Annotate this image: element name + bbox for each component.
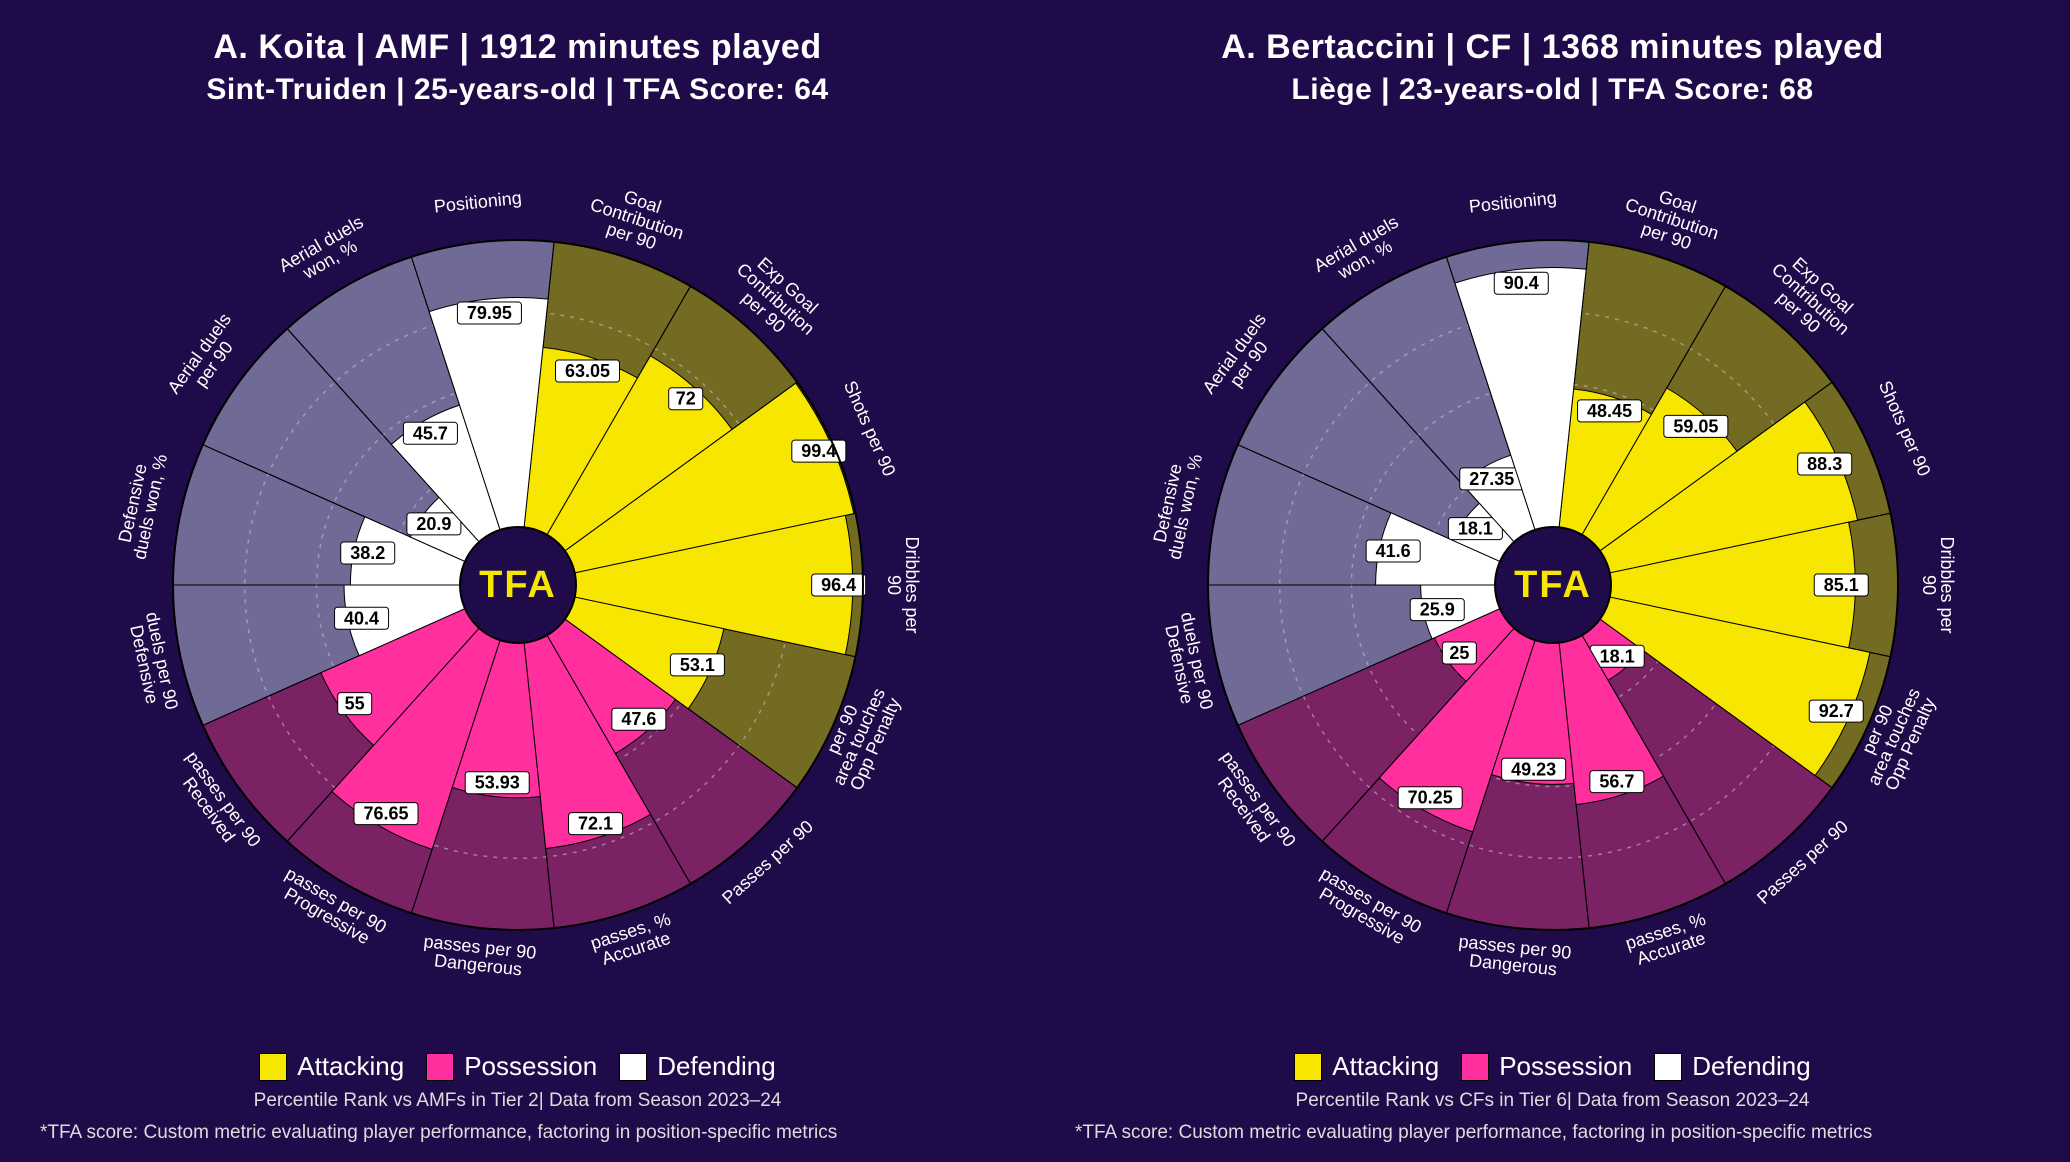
polar-svg: 48.45 59.05 88.3 85.1 92.7 18.1 56.7 49.23 70.25…	[1103, 115, 2003, 1015]
value-text: 88.3	[1807, 454, 1842, 474]
value-text: 20.9	[416, 514, 451, 534]
legend-label: Attacking	[297, 1051, 404, 1082]
polar-svg: 63.05 72 99.4 96.4 53.1 47.6 72.1 53.93 76.65 55 4…	[68, 115, 968, 1015]
category-label: Dribbles per90	[884, 536, 922, 633]
value-text: 96.4	[821, 575, 856, 595]
value-text: 18.1	[1599, 646, 1634, 666]
category-label: Shots per 90	[839, 378, 899, 479]
category-label: Positioning	[432, 188, 522, 217]
category-label: GoalContributionper 90	[582, 177, 692, 260]
legend: Attacking Possession Defending	[1035, 1051, 2070, 1082]
value-text: 48.45	[1587, 401, 1632, 421]
value-text: 40.4	[344, 608, 379, 628]
category-label: Defensiveduels won, %	[1146, 449, 1205, 562]
category-label: Dangerouspasses per 90	[1455, 931, 1571, 981]
hub-label: TFA	[479, 564, 557, 606]
player-panel-right: A. Bertaccini | CF | 1368 minutes played…	[1035, 0, 2070, 1162]
category-label-line: 90	[1919, 575, 1939, 595]
category-label: Defensiveduels per 90	[124, 610, 182, 715]
value-text: 79.95	[466, 303, 511, 323]
legend-item-possession: Possession	[426, 1051, 597, 1082]
player-title-2: Liège | 23-years-old | TFA Score: 68	[1291, 73, 1813, 107]
legend-swatch	[1461, 1053, 1489, 1081]
value-text: 72.1	[578, 814, 613, 834]
percentile-subline: Percentile Rank vs AMFs in Tier 2| Data …	[0, 1090, 1035, 1112]
category-label-line: 90	[884, 575, 904, 595]
player-title-1: A. Koita | AMF | 1912 minutes played	[213, 28, 821, 67]
legend-label: Possession	[1499, 1051, 1632, 1082]
value-text: 41.6	[1375, 541, 1410, 561]
category-label: Positioning	[1467, 188, 1557, 217]
category-label: Dangerouspasses per 90	[420, 931, 536, 981]
value-text: 72	[675, 389, 695, 409]
category-label-line: Positioning	[432, 188, 522, 217]
legend-swatch	[259, 1053, 287, 1081]
value-text: 45.7	[412, 423, 447, 443]
legend-label: Attacking	[1332, 1051, 1439, 1082]
footnote: *TFA score: Custom metric evaluating pla…	[1075, 1122, 1872, 1144]
value-text: 18.1	[1457, 519, 1492, 539]
category-label-line: Dribbles per	[1937, 536, 1957, 633]
legend-item-defending: Defending	[619, 1051, 776, 1082]
value-text: 25	[1449, 643, 1469, 663]
comparison-wrap: A. Koita | AMF | 1912 minutes played Sin…	[0, 0, 2070, 1162]
category-label-line: Positioning	[1467, 188, 1557, 217]
value-text: 47.6	[621, 709, 656, 729]
legend-item-possession: Possession	[1461, 1051, 1632, 1082]
value-text: 38.2	[350, 543, 385, 563]
value-text: 70.25	[1407, 788, 1452, 808]
legend-item-attacking: Attacking	[259, 1051, 404, 1082]
value-text: 85.1	[1823, 575, 1858, 595]
player-panel-left: A. Koita | AMF | 1912 minutes played Sin…	[0, 0, 1035, 1162]
legend-swatch	[1294, 1053, 1322, 1081]
percentile-subline: Percentile Rank vs CFs in Tier 6| Data f…	[1035, 1090, 2070, 1112]
value-text: 53.1	[679, 655, 714, 675]
value-text: 55	[344, 694, 364, 714]
polar-chart-right: 48.45 59.05 88.3 85.1 92.7 18.1 56.7 49.23 70.25…	[1103, 115, 2003, 1015]
category-label-line: Dribbles per	[902, 536, 922, 633]
value-text: 76.65	[363, 804, 408, 824]
value-text: 59.05	[1673, 416, 1718, 436]
category-label-line: Shots per 90	[1874, 378, 1934, 479]
legend-swatch	[1654, 1053, 1682, 1081]
value-text: 25.9	[1419, 600, 1454, 620]
footnote: *TFA score: Custom metric evaluating pla…	[40, 1122, 837, 1144]
legend-item-attacking: Attacking	[1294, 1051, 1439, 1082]
value-text: 63.05	[564, 361, 609, 381]
polar-chart-left: 63.05 72 99.4 96.4 53.1 47.6 72.1 53.93 76.65 55 4…	[68, 115, 968, 1015]
value-text: 90.4	[1503, 273, 1538, 293]
category-label: GoalContributionper 90	[1617, 177, 1727, 260]
value-text: 99.4	[801, 441, 836, 461]
legend-label: Defending	[657, 1051, 776, 1082]
value-text: 49.23	[1511, 759, 1556, 779]
category-label-line: Shots per 90	[839, 378, 899, 479]
hub-label: TFA	[1514, 564, 1592, 606]
legend: Attacking Possession Defending	[0, 1051, 1035, 1082]
player-title-1: A. Bertaccini | CF | 1368 minutes played	[1221, 28, 1884, 67]
value-text: 27.35	[1469, 469, 1514, 489]
legend-swatch	[426, 1053, 454, 1081]
value-text: 53.93	[474, 773, 519, 793]
category-label: Defensiveduels won, %	[111, 449, 170, 562]
legend-swatch	[619, 1053, 647, 1081]
player-title-2: Sint-Truiden | 25-years-old | TFA Score:…	[206, 73, 828, 107]
legend-item-defending: Defending	[1654, 1051, 1811, 1082]
value-text: 56.7	[1599, 772, 1634, 792]
value-text: 92.7	[1818, 701, 1853, 721]
legend-label: Defending	[1692, 1051, 1811, 1082]
category-label: Shots per 90	[1874, 378, 1934, 479]
category-label: Dribbles per90	[1919, 536, 1957, 633]
legend-label: Possession	[464, 1051, 597, 1082]
category-label: Defensiveduels per 90	[1159, 610, 1217, 715]
